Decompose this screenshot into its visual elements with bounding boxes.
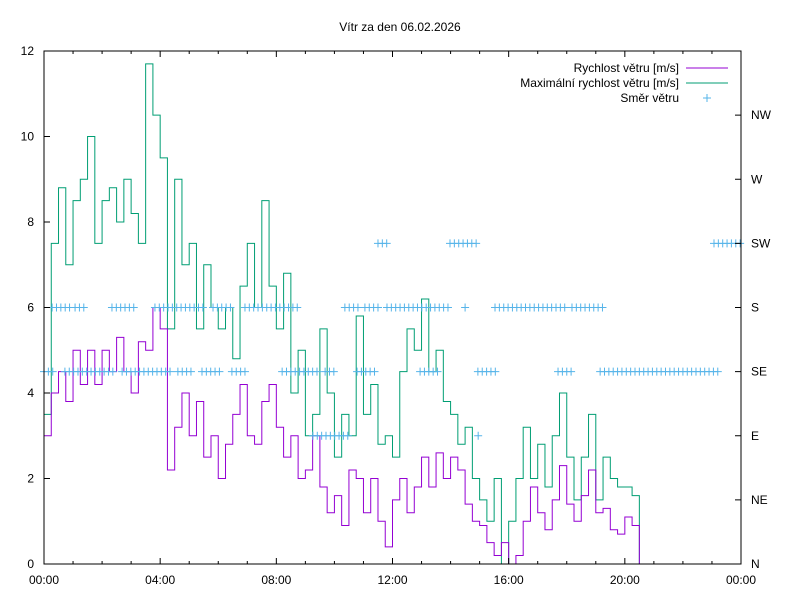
direction-point: [293, 303, 302, 312]
direction-point: [433, 367, 442, 376]
direction-point: [48, 367, 57, 376]
direction-point: [343, 431, 352, 440]
direction-point: [461, 303, 470, 312]
y2-tick-label: S: [751, 301, 759, 315]
x-tick-label: 00:00: [29, 573, 59, 587]
max-speed-line: [44, 63, 640, 565]
y2-tick-label: NE: [751, 493, 768, 507]
direction-point: [215, 367, 224, 376]
y2-tick-label: N: [751, 557, 760, 571]
y-tick-label: 10: [21, 130, 35, 144]
direction-point: [79, 303, 88, 312]
direction-point: [186, 367, 195, 376]
direction-point: [373, 303, 382, 312]
legend-swatch-direction: [703, 94, 711, 102]
y2-tick-label: E: [751, 429, 759, 443]
direction-point: [560, 303, 569, 312]
direction-point: [713, 367, 722, 376]
direction-point: [226, 303, 235, 312]
legend-label-speed: Rychlost větru [m/s]: [574, 61, 679, 75]
direction-point: [129, 303, 138, 312]
direction-point: [370, 367, 379, 376]
direction-point: [198, 303, 207, 312]
speed-line: [44, 307, 640, 565]
direction-point: [598, 303, 607, 312]
y2-tick-label: NW: [751, 108, 772, 122]
legend-label-max: Maximální rychlost větru [m/s]: [520, 76, 679, 90]
direction-point: [491, 367, 500, 376]
legend: Rychlost větru [m/s] Maximální rychlost …: [520, 61, 728, 105]
direction-point: [329, 367, 338, 376]
direction-point: [166, 367, 175, 376]
y-tick-label: 8: [27, 215, 34, 229]
direction-point: [353, 303, 362, 312]
x-tick-label: 04:00: [145, 573, 175, 587]
direction-point: [312, 367, 321, 376]
x-tick-label: 20:00: [610, 573, 640, 587]
direction-point: [472, 239, 481, 248]
x-tick-label: 08:00: [261, 573, 291, 587]
direction-point: [382, 239, 391, 248]
direction-point: [108, 367, 117, 376]
legend-label-direction: Směr větru: [620, 91, 679, 105]
y-tick-label: 0: [27, 557, 34, 571]
direction-points: [40, 239, 745, 440]
y2-tick-label: W: [751, 172, 763, 186]
chart-title: Vítr za den 06.02.2026: [339, 20, 461, 34]
y2-tick-label: SE: [751, 365, 767, 379]
y-tick-label: 6: [27, 301, 34, 315]
direction-point: [240, 367, 249, 376]
direction-point: [474, 431, 483, 440]
y-tick-label: 12: [21, 44, 35, 58]
y2-tick-label: SW: [751, 236, 771, 250]
y-tick-label: 2: [27, 472, 34, 486]
x-tick-label: 00:00: [726, 573, 756, 587]
direction-point: [443, 303, 452, 312]
x-tick-label: 16:00: [494, 573, 524, 587]
direction-point: [567, 367, 576, 376]
y-tick-label: 4: [27, 386, 34, 400]
x-tick-label: 12:00: [377, 573, 407, 587]
